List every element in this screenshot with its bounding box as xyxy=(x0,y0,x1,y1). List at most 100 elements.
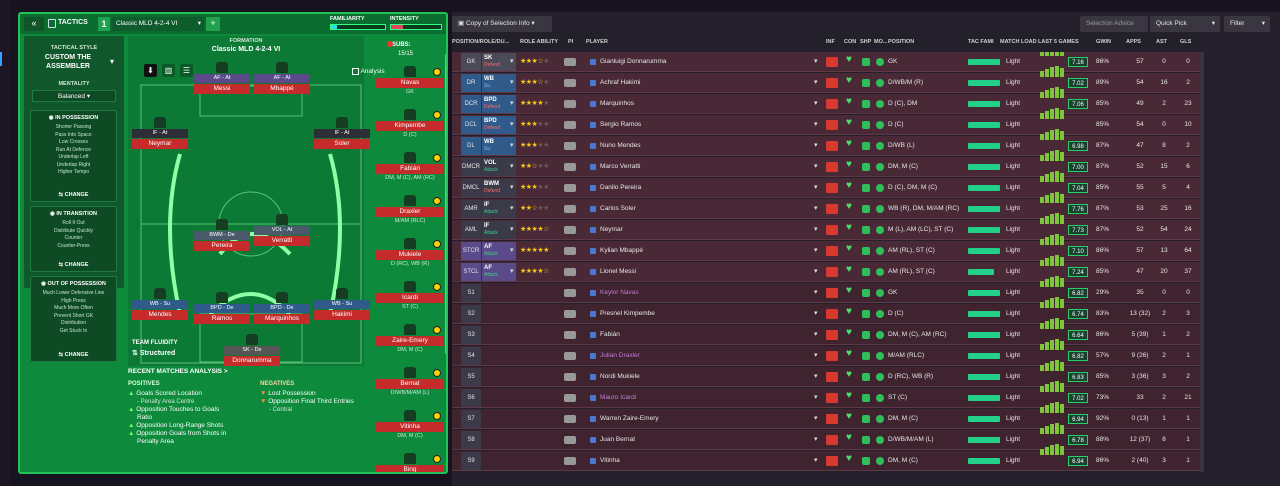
pitch-player[interactable]: AF - At Mbappé xyxy=(254,62,310,98)
player-name[interactable]: Warren Zaire-Emery xyxy=(600,415,659,422)
pitch-player[interactable]: AF - At Messi xyxy=(194,62,250,98)
pitch-player[interactable]: IF - At Neymar xyxy=(132,117,188,153)
chevron-down-icon[interactable]: ▾ xyxy=(510,79,514,86)
chevron-down-icon[interactable]: ▾ xyxy=(510,226,514,233)
position-slot[interactable]: S3 xyxy=(461,326,481,344)
col-match-load[interactable]: MATCH LOAD xyxy=(1000,39,1037,45)
pi-icon[interactable] xyxy=(564,268,576,276)
chevron-down-icon[interactable]: ▾ xyxy=(814,331,818,338)
table-scrollbar[interactable] xyxy=(1200,52,1204,472)
pitch-player[interactable]: WB - Su Mendes xyxy=(132,288,188,324)
pi-icon[interactable] xyxy=(564,331,576,339)
position-slot[interactable]: DCL xyxy=(461,116,481,134)
chevron-down-icon[interactable]: ▾ xyxy=(814,100,818,107)
chevron-down-icon[interactable]: ▾ xyxy=(814,436,818,443)
col-con[interactable]: CON xyxy=(844,39,857,45)
position-slot[interactable]: STCR xyxy=(461,242,481,260)
table-row[interactable]: S3 Fabián ▾ ♥ DM, M (C), AM (RC) Light 6.64 86%… xyxy=(452,318,1204,345)
table-row[interactable]: S8 Juan Bernat ▾ ♥ D/WB/M/AM (L) Light 6.78 88%… xyxy=(452,423,1204,450)
col-inf[interactable]: INF xyxy=(826,39,835,45)
table-row[interactable]: DCL BPD Defend ▾ ★★★★★ Sergio Ramos ▾ ♥ D (C) Lig… xyxy=(452,108,1204,135)
analysis-toggle[interactable]: Analysis xyxy=(352,66,396,78)
chevron-down-icon[interactable]: ▾ xyxy=(814,121,818,128)
chevron-down-icon[interactable]: ▾ xyxy=(510,121,514,128)
sub-player[interactable]: Draxler M/AM (RLC) xyxy=(376,195,444,224)
role-duty-select[interactable]: AF Attack xyxy=(482,263,516,281)
table-row[interactable]: S9 Vitinha ▾ ♥ DM, M (C) Light 6.94 86% 2 (40) 3 1 xyxy=(452,444,1204,471)
in-transition-change-button[interactable]: ⇆ CHANGE xyxy=(31,262,116,268)
pitch-player[interactable]: IF - At Soler xyxy=(314,117,370,153)
player-name[interactable]: Sergio Ramos xyxy=(600,121,642,128)
sub-player[interactable]: Zaire-Emery DM, M (C) xyxy=(376,324,444,353)
player-name[interactable]: Carlos Soler xyxy=(600,205,636,212)
pi-icon[interactable] xyxy=(564,184,576,192)
table-row[interactable]: S2 Presnel Kimpembe ▾ ♥ D (C) Light 6.74 83% 13 … xyxy=(452,297,1204,324)
chevron-down-icon[interactable]: ▾ xyxy=(814,79,818,86)
pi-icon[interactable] xyxy=(564,457,576,465)
role-duty-select[interactable]: IF Attack xyxy=(482,221,516,239)
role-duty-select[interactable]: SK Defend xyxy=(482,53,516,71)
filter-button[interactable]: Filter ▾ xyxy=(1224,16,1270,32)
chevron-down-icon[interactable]: ▾ xyxy=(814,142,818,149)
player-name[interactable]: Vitinha xyxy=(600,457,620,464)
tactic-name-select[interactable]: Classic MLD 4-2-4 VI ▾ xyxy=(112,17,204,31)
out-of-possession-change-button[interactable]: ⇆ CHANGE xyxy=(31,352,116,358)
position-slot[interactable]: AMR xyxy=(461,200,481,218)
quick-pick-button[interactable]: Quick Pick ▾ xyxy=(1150,16,1220,32)
position-slot[interactable]: S2 xyxy=(461,305,481,323)
pi-icon[interactable] xyxy=(564,226,576,234)
table-row[interactable]: AMR IF Attack ▾ ★★☆★★ Carlos Soler ▾ ♥ WB (R), D… xyxy=(452,192,1204,219)
player-name[interactable]: Julian Draxler xyxy=(600,352,640,359)
chevron-down-icon[interactable]: ▾ xyxy=(814,226,818,233)
pi-icon[interactable] xyxy=(564,310,576,318)
chevron-down-icon[interactable]: ▾ xyxy=(510,100,514,107)
chevron-down-icon[interactable]: ▾ xyxy=(510,184,514,191)
col-gls[interactable]: GLS xyxy=(1180,39,1192,45)
player-name[interactable]: Nuno Mendes xyxy=(600,142,641,149)
in-possession-change-button[interactable]: ⇆ CHANGE xyxy=(31,192,116,198)
pi-icon[interactable] xyxy=(564,79,576,87)
table-row[interactable]: DR WB Su ▾ ★★★☆★ Achraf Hakimi ▾ ♥ D/WB/M (R) Lig… xyxy=(452,66,1204,93)
player-name[interactable]: Marquinhos xyxy=(600,100,634,107)
position-slot[interactable]: S9 xyxy=(461,452,481,470)
col-tac-fam[interactable]: TAC FAMI xyxy=(968,39,994,45)
sub-player[interactable]: Icardi ST (C) xyxy=(376,281,444,310)
col-apps[interactable]: APPS xyxy=(1126,39,1141,45)
col-pi[interactable]: PI xyxy=(568,39,574,45)
col-shp[interactable]: SHP xyxy=(860,39,872,45)
chevron-down-icon[interactable]: ▾ xyxy=(814,184,818,191)
position-slot[interactable]: S6 xyxy=(461,389,481,407)
download-icon[interactable]: ⬇ xyxy=(144,64,157,77)
position-slot[interactable]: DCR xyxy=(461,95,481,113)
player-name[interactable]: Achraf Hakimi xyxy=(600,79,641,86)
player-name[interactable]: Presnel Kimpembe xyxy=(600,310,655,317)
pi-icon[interactable] xyxy=(564,142,576,150)
position-slot[interactable]: AML xyxy=(461,221,481,239)
col-mo[interactable]: MO... xyxy=(874,39,888,45)
mentality-select[interactable]: Balanced ▾ xyxy=(32,90,116,102)
table-row[interactable]: S1 Keylor Navas ▾ ♥ GK Light 6.82 29% 35 0 0 xyxy=(452,276,1204,303)
sub-player[interactable]: Navas GK xyxy=(376,66,444,95)
player-name[interactable]: Danilo Pereira xyxy=(600,184,642,191)
pi-icon[interactable] xyxy=(564,352,576,360)
chevron-down-icon[interactable]: ▾ xyxy=(510,247,514,254)
pi-icon[interactable] xyxy=(564,415,576,423)
table-row[interactable]: DMCR VOL Attack ▾ ★★☆★★ Marco Verratti ▾ ♥ DM, M… xyxy=(452,150,1204,177)
player-name[interactable]: Gianluigi Donnarumma xyxy=(600,58,667,65)
role-duty-select[interactable]: BWM Defend xyxy=(482,179,516,197)
chevron-down-icon[interactable]: ▾ xyxy=(814,268,818,275)
table-row[interactable]: S7 Warren Zaire-Emery ▾ ♥ DM, M (C) Light 6.94… xyxy=(452,402,1204,429)
player-name[interactable]: Nordi Mukiele xyxy=(600,373,640,380)
sub-player[interactable]: Vitinha DM, M (C) xyxy=(376,410,444,439)
position-slot[interactable]: S5 xyxy=(461,368,481,386)
pi-icon[interactable] xyxy=(564,205,576,213)
sub-player[interactable]: Bernat D/WB/M/AM (L) xyxy=(376,367,444,396)
pi-icon[interactable] xyxy=(564,121,576,129)
chevron-down-icon[interactable]: ▾ xyxy=(510,268,514,275)
chevron-down-icon[interactable]: ▾ xyxy=(814,205,818,212)
selection-advice-button[interactable]: Selection Advice xyxy=(1080,16,1148,32)
chevron-down-icon[interactable]: ▾ xyxy=(510,58,514,65)
player-name[interactable]: Mauro Icardi xyxy=(600,394,637,401)
col-player[interactable]: PLAYER xyxy=(586,39,608,45)
sub-player[interactable]: Kimpembe D (C) xyxy=(376,109,444,138)
